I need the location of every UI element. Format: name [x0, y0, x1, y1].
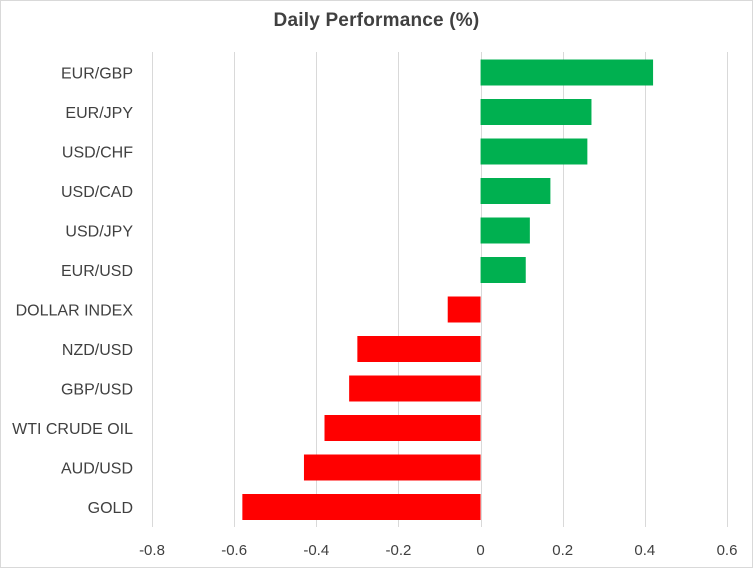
x-tick-label: -0.4: [303, 542, 329, 559]
x-tick-label: 0.2: [552, 542, 573, 559]
bar: [349, 375, 481, 402]
category-label: NZD/USD: [62, 342, 133, 359]
category-label: USD/JPY: [65, 224, 133, 241]
category-label: GBP/USD: [61, 382, 133, 399]
bar: [303, 454, 481, 481]
x-tick-label: -0.2: [385, 542, 411, 559]
category-label: EUR/USD: [61, 263, 133, 280]
bar: [447, 296, 481, 323]
category-label: WTI CRUDE OIL: [12, 421, 133, 438]
x-axis-tick-labels: -0.8 -0.6 -0.4 -0.2 0 0.2 0.4 0.6: [139, 542, 737, 559]
chart-title: Daily Performance (%): [273, 10, 480, 31]
bar: [480, 99, 592, 125]
category-label: AUD/USD: [61, 461, 133, 478]
x-tick-label: -0.6: [221, 542, 247, 559]
category-label: USD/CAD: [61, 184, 133, 201]
bar: [480, 138, 588, 165]
bar: [480, 178, 551, 204]
bar: [480, 217, 530, 244]
x-tick-label: 0.4: [634, 542, 655, 559]
x-tick-label: -0.8: [139, 542, 165, 559]
x-tick-label: 0.6: [717, 542, 738, 559]
category-label: EUR/JPY: [65, 105, 133, 122]
bar: [480, 257, 526, 283]
category-label: EUR/GBP: [61, 66, 133, 83]
category-label: DOLLAR INDEX: [16, 303, 134, 320]
bar: [242, 494, 481, 520]
bar: [357, 336, 481, 362]
category-label: GOLD: [88, 500, 133, 517]
category-labels: EUR/GBP EUR/JPY USD/CHF USD/CAD USD/JPY EUR/U…: [12, 66, 133, 518]
bar: [480, 59, 654, 86]
x-tick-label: 0: [476, 542, 484, 559]
gridlines: [152, 52, 728, 527]
bar: [324, 415, 481, 441]
category-label: USD/CHF: [62, 145, 133, 162]
bars: [242, 59, 654, 520]
